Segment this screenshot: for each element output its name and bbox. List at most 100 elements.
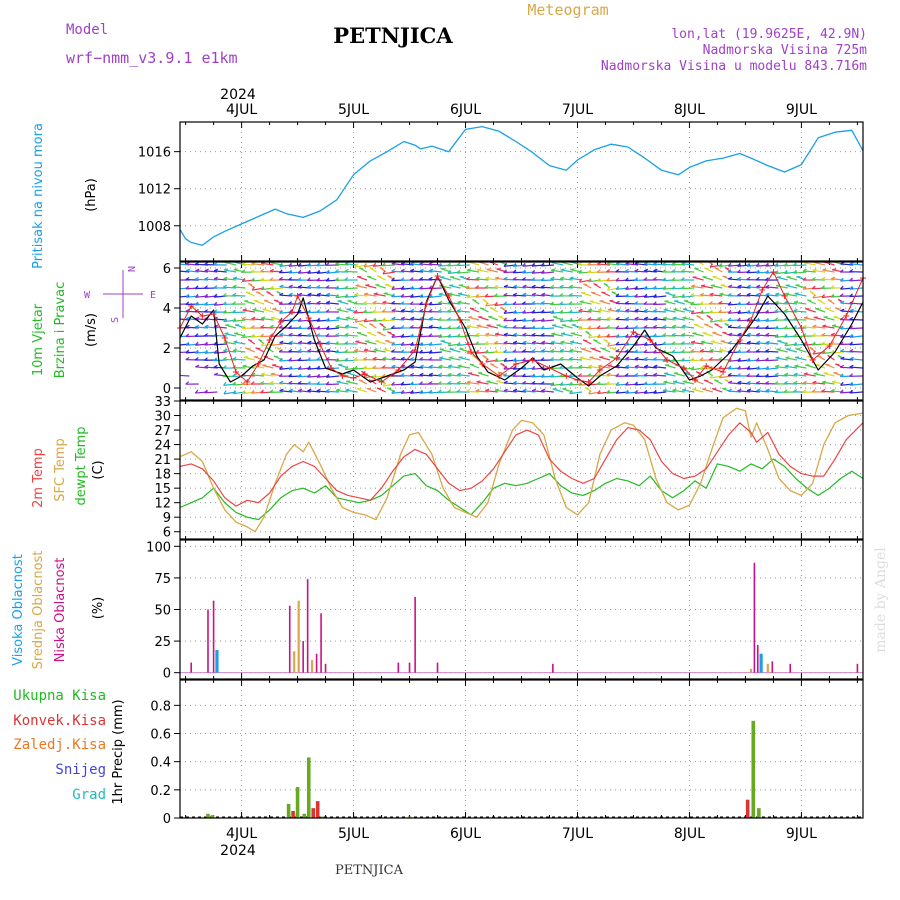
wind-barb-head <box>213 293 218 298</box>
wind-barb <box>560 333 573 337</box>
wind-barb <box>363 358 377 361</box>
wind-barb-head <box>358 379 363 382</box>
wind-barb <box>269 382 283 385</box>
wind-barb-head <box>812 324 817 328</box>
wind-barb-head <box>382 356 387 360</box>
wind-barb-head <box>297 277 302 281</box>
wind-barb-head <box>419 293 423 298</box>
wind-barb-head <box>653 372 658 376</box>
wind-barb-head <box>802 324 807 328</box>
wind-barb-head <box>260 342 264 347</box>
wind-barb-head <box>822 268 827 271</box>
wind-barb-head <box>316 300 321 304</box>
wind-barb-head <box>297 348 302 352</box>
wind-barb <box>794 293 807 297</box>
wind-barb-head <box>213 341 218 346</box>
wind-barb-head <box>288 284 293 288</box>
wind-barb-head <box>521 301 526 305</box>
wind-barb-head <box>849 268 854 273</box>
wind-barb-head <box>410 389 414 394</box>
wind-barb-head <box>260 389 264 394</box>
wind-barb-head <box>288 348 293 353</box>
wind-barb-head <box>634 349 638 353</box>
wind-barb-head <box>839 293 844 297</box>
wind-barb-head <box>391 349 395 353</box>
wind-barb <box>372 302 386 305</box>
wind-barb-head <box>849 277 853 282</box>
wind-barb-head <box>671 293 676 298</box>
wind-barb-head <box>662 277 666 282</box>
wind-barb-head <box>643 341 648 346</box>
wind-unit: (m/s) <box>84 313 99 347</box>
wind-barb-head <box>494 332 500 335</box>
wind-barb-head <box>503 380 508 384</box>
pressure-line <box>179 125 864 246</box>
wind-barb-head <box>708 357 713 361</box>
wind-barb-head <box>821 341 825 345</box>
wind-barb-head <box>204 276 209 280</box>
wind-barb-head <box>837 298 843 302</box>
wind-barb-head <box>204 357 208 361</box>
cloud-bar-low <box>414 596 416 673</box>
wind-barb <box>710 284 723 289</box>
wind-barb-head <box>354 292 359 296</box>
precip-bar-total <box>407 816 412 818</box>
wind-barb-head <box>663 308 668 311</box>
wind-barb <box>672 263 685 266</box>
precip-bar-total <box>751 720 756 818</box>
wind-barb-head <box>456 308 461 312</box>
wind-barb-head <box>485 358 489 363</box>
wind-barb-head <box>606 286 611 291</box>
wind-barb <box>307 390 321 393</box>
wind-barb-head <box>512 349 517 353</box>
wind-barb-head <box>325 381 330 386</box>
wind-barb-head <box>699 365 704 370</box>
wind-barb <box>634 366 648 369</box>
wind-barb-head <box>278 325 283 329</box>
wind-barb-head <box>793 262 797 267</box>
wind-barb <box>813 262 826 266</box>
wind-barb <box>214 351 227 354</box>
wind-barb-head <box>213 349 218 354</box>
wind-barb-head <box>840 308 845 312</box>
wind-barb-head <box>288 262 292 267</box>
wind-barb-head <box>793 300 799 303</box>
precip-legend-total: Ukupna Kisa <box>13 688 106 704</box>
wind-barb-head <box>353 309 358 314</box>
wind-barb <box>569 277 583 281</box>
wind-barb-head <box>369 267 374 270</box>
wind-barb-head <box>653 389 657 394</box>
wind-barb-head <box>233 340 238 343</box>
wind-barb-head <box>344 349 349 353</box>
wind-barb-head <box>195 364 200 368</box>
wind-barb <box>214 326 227 329</box>
wind-barb-head <box>260 286 264 291</box>
wind-barb-head <box>428 285 433 290</box>
wind-barb <box>653 391 667 394</box>
wind-barb-head <box>241 277 246 282</box>
wind-barb <box>457 310 470 313</box>
wind-barb <box>765 294 779 297</box>
wind-barb <box>457 301 470 305</box>
wind-barb-head <box>774 325 779 330</box>
wind-barb-head <box>438 262 442 267</box>
wind-barb <box>775 365 788 369</box>
wind-barb-head <box>512 357 517 362</box>
wind-barb <box>232 319 246 322</box>
wind-barb <box>346 380 358 385</box>
wind-barb-head <box>485 332 490 336</box>
day-label-bottom: 7JUL <box>562 826 593 842</box>
wind-barb-head <box>579 356 584 359</box>
wind-barb-head <box>252 308 257 311</box>
wind-barb-head <box>803 316 808 319</box>
wind-barb-head <box>241 333 246 338</box>
wind-barb-head <box>671 332 676 336</box>
wind-barb-head <box>849 389 853 394</box>
wind-barb <box>466 381 480 385</box>
wind-barb <box>288 390 302 393</box>
wind-barb-head <box>755 277 760 281</box>
wind-barb-head <box>549 293 554 297</box>
wind-barb-head <box>367 275 372 278</box>
wind-barb-head <box>832 268 837 271</box>
